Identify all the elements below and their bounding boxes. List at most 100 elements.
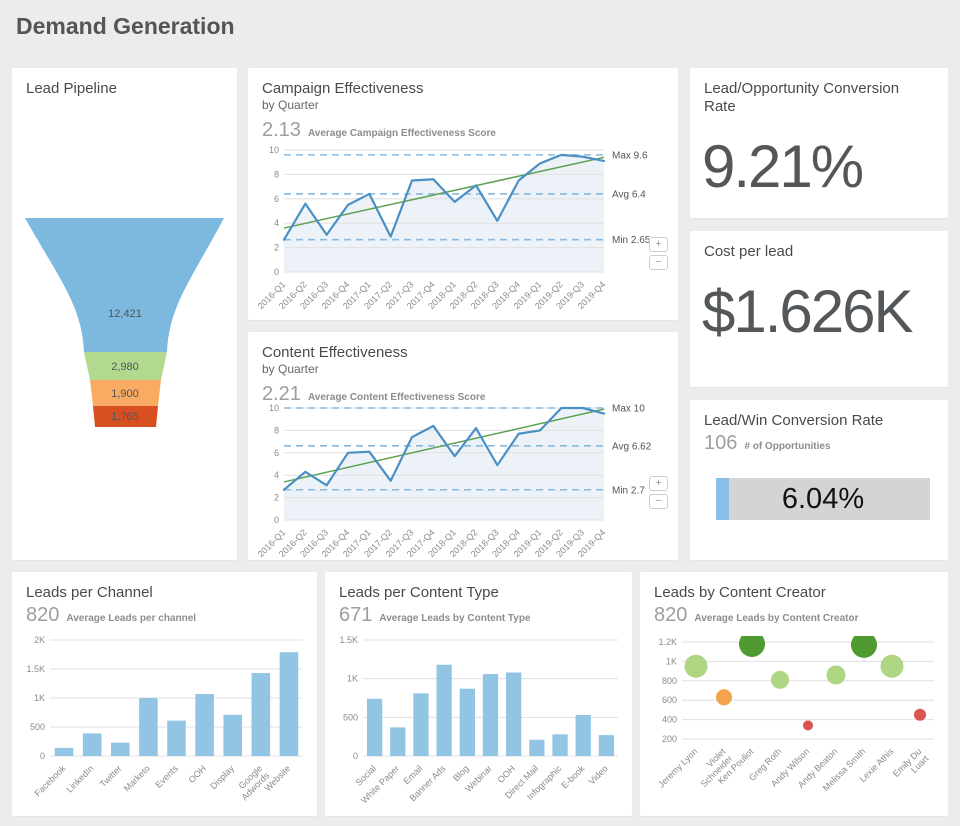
bar [167, 720, 186, 756]
panel-title: Leads per Channel [26, 584, 153, 601]
page-title: Demand Generation [16, 13, 235, 39]
bar [413, 693, 429, 756]
bar [195, 693, 214, 756]
series-area [284, 408, 604, 520]
bar [279, 652, 299, 756]
stat-label: Average Content Effectiveness Score [307, 392, 486, 403]
panel-subtitle: by Quarter [262, 362, 319, 376]
reference-label: Max 9.6 [612, 150, 648, 161]
funnel-stage-label: 2,980 [111, 361, 139, 373]
bar [111, 742, 130, 756]
bar [459, 688, 475, 756]
bar [482, 674, 499, 756]
x-axis-label: Blog [451, 763, 471, 783]
y-axis-label: 0 [353, 751, 358, 761]
leads-per-channel-panel: Leads per Channel 820 Average Leads per … [12, 572, 317, 816]
y-axis-label: 1.5K [26, 664, 45, 674]
y-axis-label: 10 [269, 145, 279, 155]
y-axis-label: 8 [274, 425, 279, 435]
y-axis-label: 0 [40, 751, 45, 761]
y-axis-label: 1.2K [658, 637, 677, 647]
x-axis-label: Video [587, 763, 610, 786]
bar [366, 698, 383, 756]
lead-pipeline-panel: Lead Pipeline 12,421 2,980 1,900 1,765 [12, 68, 237, 560]
funnel-stage-label: 1,765 [111, 411, 139, 423]
x-axis-label: Marketo [122, 763, 152, 793]
cost-per-lead-panel: Cost per lead $1.626K [690, 231, 948, 387]
bubble [803, 720, 813, 731]
x-axis-label: Emily DuLuart [891, 746, 931, 786]
reference-label: Max 10 [612, 404, 645, 415]
trend-line [283, 156, 605, 229]
lead-win-conversion-panel: Lead/Win Conversion Rate 106 # of Opport… [690, 400, 948, 560]
panel-title: Lead/Opportunity Conversion Rate [704, 80, 900, 115]
bar [598, 735, 615, 756]
y-axis-label: 400 [662, 715, 677, 725]
bubble [914, 708, 926, 721]
y-axis-label: 2 [274, 493, 279, 503]
zoom-out-button[interactable]: − [649, 494, 668, 509]
panel-title: Leads by Content Creator [654, 584, 826, 601]
panel-title: Leads per Content Type [339, 584, 499, 601]
x-axis-label: Twitter [98, 763, 124, 789]
panel-title: Lead/Win Conversion Rate [704, 412, 884, 429]
zoom-out-button[interactable]: − [649, 255, 668, 270]
lead-win-progress-fill [716, 478, 729, 520]
bubble [826, 665, 846, 685]
zoom-in-button[interactable]: + [649, 476, 668, 491]
stat-value: 2.21 [262, 383, 301, 405]
y-axis-label: 1K [347, 674, 358, 684]
y-axis-label: 2K [34, 636, 45, 645]
panel-title: Campaign Effectiveness [262, 80, 424, 97]
zoom-in-button[interactable]: + [649, 237, 668, 252]
y-axis-label: 200 [662, 734, 677, 744]
stat-value: 820 [654, 604, 688, 626]
x-axis-label: Facebook [32, 763, 67, 798]
y-axis-label: 6 [274, 448, 279, 458]
panel-subtitle: by Quarter [262, 98, 319, 112]
bubble [739, 636, 765, 657]
bar [82, 733, 102, 756]
bar [139, 698, 158, 756]
funnel-stage [84, 352, 167, 380]
bubble [684, 654, 708, 678]
stat-label: Average Leads by Content Type [379, 613, 531, 624]
series-line [282, 406, 606, 491]
bar [552, 734, 568, 756]
y-axis-label: 0 [274, 515, 279, 525]
bar [506, 672, 522, 756]
funnel-stage [90, 380, 161, 406]
bubble [771, 670, 789, 689]
reference-label: Min 2.65 [612, 235, 651, 246]
stat-label: Average Campaign Effectiveness Score [307, 128, 496, 139]
stat-value: 106 [704, 432, 738, 454]
y-axis-label: 4 [274, 470, 279, 480]
bar [223, 714, 242, 756]
reference-label: Avg 6.4 [612, 189, 646, 200]
stat-value: 2.13 [262, 119, 301, 141]
lead-opportunity-conversion-panel: Lead/Opportunity Conversion Rate 9.21% [690, 68, 948, 218]
funnel-stage [25, 218, 224, 352]
funnel-stage [93, 406, 158, 427]
x-axis-label: OOH [186, 763, 208, 785]
panel-title: Cost per lead [704, 243, 794, 260]
y-axis-label: 8 [274, 169, 279, 179]
funnel-stage-label: 12,421 [108, 308, 142, 320]
y-axis-label: 4 [274, 218, 279, 228]
reference-label: Min 2.7 [612, 485, 645, 496]
bar [529, 739, 545, 756]
bar [54, 747, 74, 756]
x-axis-label: Display [208, 763, 236, 791]
series-area [284, 154, 604, 272]
y-axis-label: 10 [269, 403, 279, 413]
leads-by-content-creator-panel: Leads by Content Creator 820 Average Lea… [640, 572, 948, 816]
x-axis-label: Jeremy Lyon [656, 746, 699, 789]
x-axis-label: LinkedIn [64, 763, 95, 794]
bubble [851, 636, 877, 658]
lead-pipeline-funnel-chart: 12,421 2,980 1,900 1,765 [25, 218, 224, 427]
